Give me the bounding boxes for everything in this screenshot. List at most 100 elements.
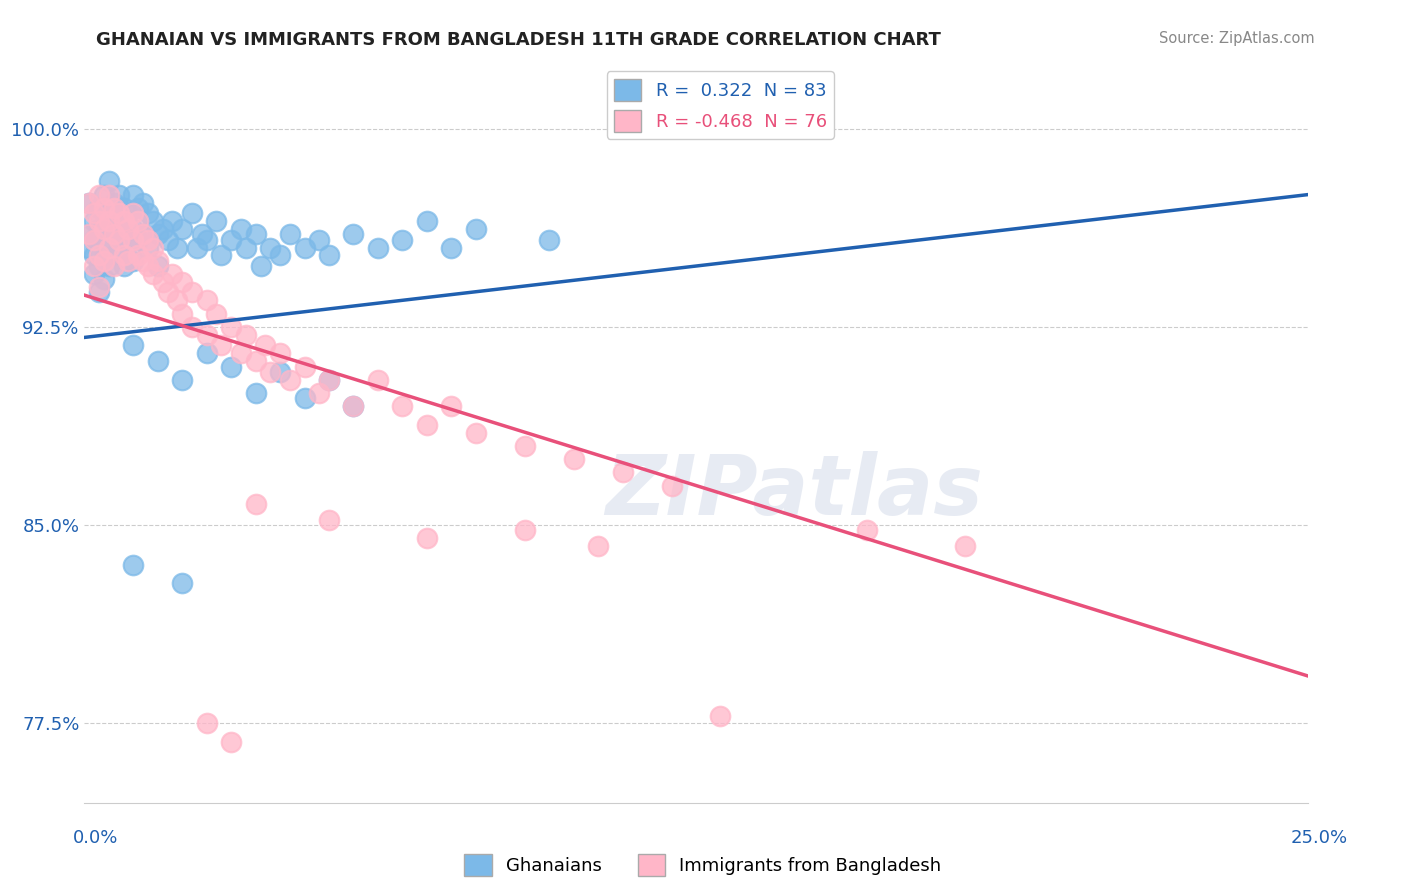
Point xyxy=(107,233,129,247)
Point xyxy=(97,187,120,202)
Point xyxy=(318,248,340,262)
Point xyxy=(87,214,110,228)
Point xyxy=(318,513,340,527)
Point xyxy=(103,248,125,262)
Point xyxy=(103,201,125,215)
Point xyxy=(391,233,413,247)
Text: GHANAIAN VS IMMIGRANTS FROM BANGLADESH 11TH GRADE CORRELATION CHART: GHANAIAN VS IMMIGRANTS FROM BANGLADESH 1… xyxy=(96,31,941,49)
Point xyxy=(122,222,145,236)
Point xyxy=(93,222,115,236)
Point xyxy=(245,227,267,242)
Point xyxy=(416,417,439,432)
Point xyxy=(219,735,242,749)
Point xyxy=(172,307,194,321)
Point xyxy=(856,524,879,538)
Point xyxy=(661,478,683,492)
Point xyxy=(97,233,120,247)
Point xyxy=(186,240,208,255)
Point xyxy=(97,259,120,273)
Point xyxy=(87,285,110,300)
Point xyxy=(87,280,110,294)
Point xyxy=(219,319,242,334)
Point xyxy=(172,222,194,236)
Point xyxy=(278,227,301,242)
Point xyxy=(245,497,267,511)
Point xyxy=(391,399,413,413)
Point xyxy=(254,338,277,352)
Point xyxy=(127,201,149,215)
Point xyxy=(367,373,389,387)
Point xyxy=(513,439,536,453)
Point xyxy=(191,227,214,242)
Point xyxy=(205,214,228,228)
Point xyxy=(294,359,316,374)
Point xyxy=(181,319,204,334)
Point xyxy=(93,272,115,286)
Point xyxy=(77,195,100,210)
Point xyxy=(245,386,267,401)
Point xyxy=(83,248,105,262)
Point xyxy=(278,373,301,387)
Legend: R =  0.322  N = 83, R = -0.468  N = 76: R = 0.322 N = 83, R = -0.468 N = 76 xyxy=(607,71,834,139)
Point xyxy=(132,227,155,242)
Text: ZIPatlas: ZIPatlas xyxy=(605,451,983,533)
Point xyxy=(122,187,145,202)
Point xyxy=(562,452,585,467)
Point xyxy=(103,227,125,242)
Point xyxy=(152,222,174,236)
Point xyxy=(136,240,159,255)
Point xyxy=(93,240,115,255)
Point xyxy=(122,233,145,247)
Point xyxy=(122,558,145,572)
Point xyxy=(249,259,271,273)
Point xyxy=(136,233,159,247)
Point xyxy=(367,240,389,255)
Point xyxy=(219,359,242,374)
Point xyxy=(127,248,149,262)
Point xyxy=(107,206,129,220)
Point xyxy=(117,222,139,236)
Point xyxy=(269,346,291,360)
Point xyxy=(464,425,486,440)
Text: 0.0%: 0.0% xyxy=(73,829,118,847)
Point xyxy=(195,346,218,360)
Point xyxy=(156,285,179,300)
Point xyxy=(294,240,316,255)
Point xyxy=(77,227,100,242)
Point xyxy=(127,233,149,247)
Point xyxy=(166,240,188,255)
Point xyxy=(342,227,364,242)
Point xyxy=(107,240,129,255)
Point xyxy=(83,206,105,220)
Point xyxy=(112,214,135,228)
Point xyxy=(87,187,110,202)
Point xyxy=(136,259,159,273)
Point xyxy=(195,293,218,308)
Point xyxy=(142,214,165,228)
Point xyxy=(97,214,120,228)
Text: 25.0%: 25.0% xyxy=(1291,829,1347,847)
Point xyxy=(195,327,218,342)
Point xyxy=(209,338,232,352)
Point xyxy=(117,253,139,268)
Point xyxy=(103,195,125,210)
Point xyxy=(146,253,169,268)
Point xyxy=(112,201,135,215)
Point xyxy=(93,253,115,268)
Point xyxy=(122,338,145,352)
Point xyxy=(464,222,486,236)
Point xyxy=(294,391,316,405)
Point xyxy=(172,373,194,387)
Point xyxy=(245,354,267,368)
Point xyxy=(142,267,165,281)
Point xyxy=(259,240,281,255)
Point xyxy=(308,386,330,401)
Point xyxy=(416,532,439,546)
Point xyxy=(709,708,731,723)
Point xyxy=(127,214,149,228)
Point xyxy=(195,233,218,247)
Point xyxy=(953,539,976,553)
Point xyxy=(83,267,105,281)
Point xyxy=(122,253,145,268)
Point xyxy=(162,267,184,281)
